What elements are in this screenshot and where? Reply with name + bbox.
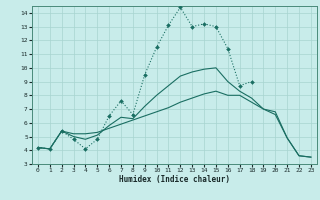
X-axis label: Humidex (Indice chaleur): Humidex (Indice chaleur): [119, 175, 230, 184]
